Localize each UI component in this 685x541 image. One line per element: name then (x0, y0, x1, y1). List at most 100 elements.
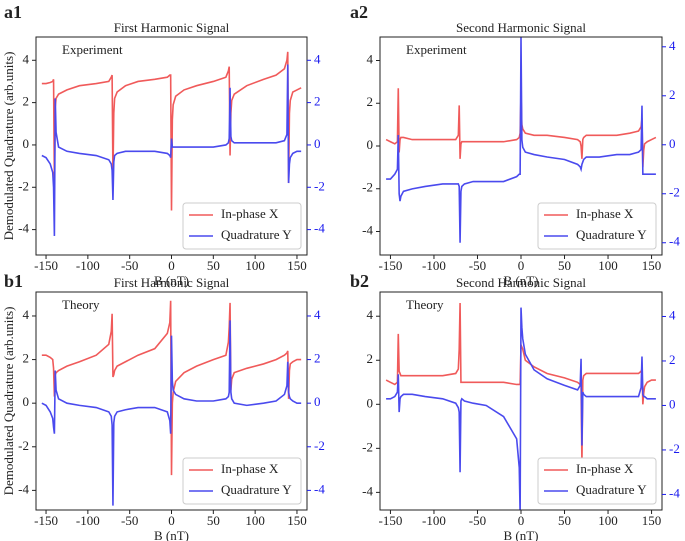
y2-tick-label: 0 (669, 136, 676, 151)
y-tick-label: -4 (362, 483, 373, 498)
x-tick-label: -100 (422, 513, 446, 528)
series-line (41, 300, 302, 476)
y-axis-label: Demodulated Quadrature (arb.units) (1, 307, 16, 496)
legend-label: Quadrature Y (576, 482, 647, 497)
x-tick-label: 50 (207, 258, 220, 273)
x-tick-label: -50 (469, 513, 486, 528)
y2-tick-label: 0 (314, 136, 321, 151)
panel-label: a1 (4, 2, 22, 22)
y-axis-label: Demodulated Quadrature (arb.units) (1, 52, 16, 241)
y-tick-label: 0 (23, 136, 30, 151)
x-axis-label: B (nT) (503, 273, 538, 288)
legend-label: In-phase X (576, 461, 634, 476)
legend-label: In-phase X (221, 206, 279, 221)
legend: In-phase X Quadrature Y (537, 202, 657, 250)
x-axis-label: B (nT) (154, 528, 189, 541)
x-tick-label: -50 (121, 258, 138, 273)
annotation: Theory (406, 297, 444, 312)
y-tick-label: 0 (367, 137, 374, 152)
annotation: Experiment (406, 42, 467, 57)
x-axis-label: B (nT) (154, 273, 189, 288)
x-tick-label: 100 (598, 258, 618, 273)
y-tick-label: 4 (367, 51, 374, 66)
y-tick-label: 4 (367, 307, 374, 322)
y2-tick-label: 4 (669, 38, 676, 53)
chart-title: Second Harmonic Signal (456, 20, 586, 35)
y-tick-label: 2 (367, 94, 374, 109)
y-tick-label: 0 (23, 394, 30, 409)
y-tick-label: -2 (362, 180, 373, 195)
annotation: Experiment (62, 42, 123, 57)
chart-panel: b2 Second Harmonic Signal Theory B (nT) -150… (350, 271, 680, 541)
y2-tick-label: -2 (669, 441, 680, 456)
y2-tick-label: 4 (314, 51, 321, 66)
chart-title: First Harmonic Signal (114, 20, 230, 35)
y-tick-label: 4 (23, 51, 30, 66)
chart-panel: a2 Second Harmonic Signal Experiment B (nT)… (350, 2, 680, 288)
legend-label: Quadrature Y (221, 227, 292, 242)
legend: In-phase X Quadrature Y (182, 457, 302, 505)
x-tick-label: 100 (245, 513, 265, 528)
y2-tick-label: 0 (314, 394, 321, 409)
x-tick-label: 0 (168, 513, 175, 528)
legend-label: Quadrature Y (576, 227, 647, 242)
y2-tick-label: -2 (314, 178, 325, 193)
x-tick-label: 150 (287, 513, 307, 528)
panel-label: b2 (350, 271, 369, 291)
legend: In-phase X Quadrature Y (537, 457, 657, 505)
x-tick-label: -150 (379, 513, 403, 528)
series-line (41, 64, 302, 236)
y2-tick-label: -4 (314, 481, 325, 496)
legend-label: In-phase X (576, 206, 634, 221)
x-tick-label: 100 (245, 258, 265, 273)
y2-tick-label: -2 (314, 438, 325, 453)
chart-panel: b1 First Harmonic Signal Theory B (nT) Demod… (1, 271, 325, 541)
y-tick-label: -2 (18, 178, 29, 193)
series-line (41, 51, 302, 211)
x-tick-label: -100 (76, 513, 100, 528)
legend-label: Quadrature Y (221, 482, 292, 497)
x-tick-label: 150 (642, 513, 662, 528)
y2-tick-label: -4 (314, 221, 325, 236)
y-tick-label: 4 (23, 307, 30, 322)
y2-tick-label: 2 (314, 351, 321, 366)
y2-tick-label: 4 (314, 307, 321, 322)
y-tick-label: -4 (18, 481, 29, 496)
legend-label: In-phase X (221, 461, 279, 476)
x-tick-label: 0 (518, 513, 525, 528)
chart-title: First Harmonic Signal (114, 275, 230, 290)
y-tick-label: 2 (23, 94, 30, 109)
series-line (386, 307, 656, 510)
x-tick-label: -150 (34, 513, 58, 528)
x-tick-label: 150 (287, 258, 307, 273)
y2-tick-label: 0 (669, 396, 676, 411)
x-tick-label: 50 (207, 513, 220, 528)
panel-label: b1 (4, 271, 23, 291)
x-tick-label: 50 (558, 258, 571, 273)
x-tick-label: 0 (518, 258, 525, 273)
y2-tick-label: 2 (669, 87, 676, 102)
x-tick-label: 50 (558, 513, 571, 528)
y2-tick-label: -2 (669, 185, 680, 200)
y-tick-label: -2 (362, 439, 373, 454)
x-tick-label: 0 (168, 258, 175, 273)
series-line (41, 320, 302, 506)
x-tick-label: -50 (469, 258, 486, 273)
series-line (386, 37, 656, 243)
y2-tick-label: -4 (669, 234, 680, 249)
x-tick-label: 150 (642, 258, 662, 273)
legend: In-phase X Quadrature Y (182, 202, 302, 250)
x-axis-label: B (nT) (503, 528, 538, 541)
y-tick-label: 2 (367, 351, 374, 366)
x-tick-label: 100 (598, 513, 618, 528)
annotation: Theory (62, 297, 100, 312)
y2-tick-label: 2 (669, 352, 676, 367)
y2-tick-label: 4 (669, 307, 676, 322)
x-tick-label: -100 (76, 258, 100, 273)
x-tick-label: -150 (34, 258, 58, 273)
y2-tick-label: 2 (314, 94, 321, 109)
y-tick-label: -4 (362, 222, 373, 237)
x-tick-label: -150 (379, 258, 403, 273)
y-tick-label: -4 (18, 221, 29, 236)
